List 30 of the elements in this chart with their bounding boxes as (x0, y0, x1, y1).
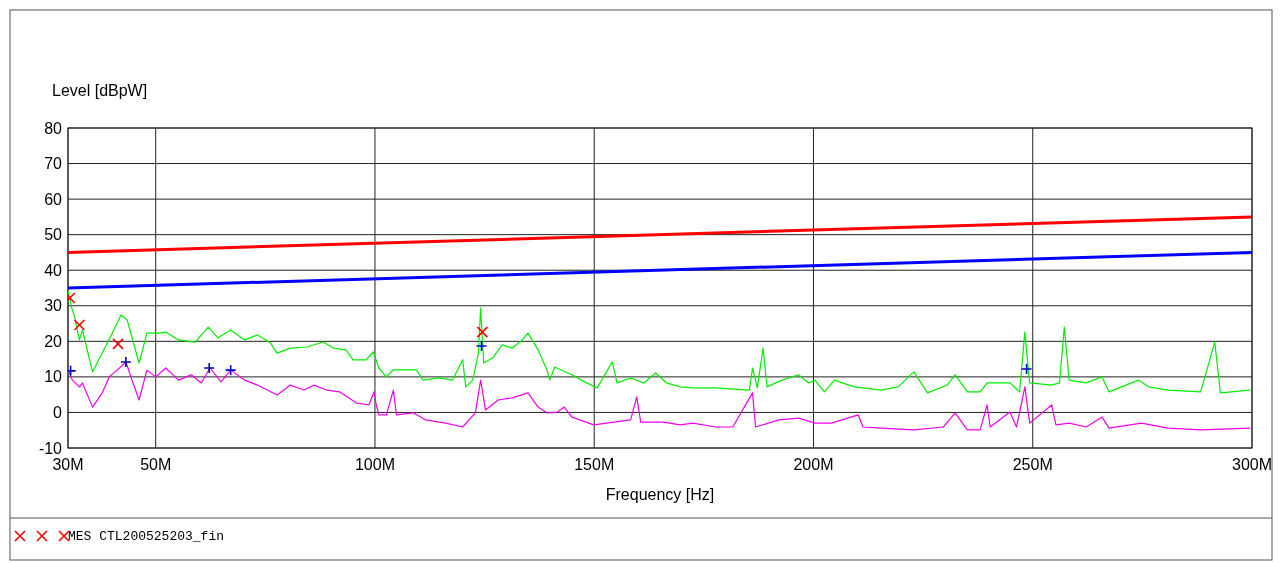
x-tick-label: 30M (52, 456, 84, 473)
y-axis-title: Level [dBpW] (52, 82, 148, 99)
y-tick-label: 10 (44, 368, 63, 386)
y-tick-label: 80 (44, 119, 63, 137)
y-tick-label: 60 (44, 190, 63, 208)
y-tick-label: -10 (38, 439, 63, 457)
x-tick-label: 150M (574, 456, 615, 473)
point (112, 338, 124, 350)
point (1020, 363, 1033, 375)
y-tick-label: 50 (44, 226, 63, 244)
point (120, 356, 132, 368)
y-tick-label: 40 (44, 261, 63, 279)
point (203, 362, 215, 374)
point (476, 326, 489, 338)
y-tick-label: 20 (44, 332, 63, 350)
line-series (68, 361, 1251, 431)
legend-label: MES CTL200525203_fin (68, 529, 225, 544)
x-tick-label: 300M (1231, 456, 1273, 473)
x-tick-label: 250M (1012, 456, 1053, 473)
y-tick-label: 70 (44, 155, 63, 173)
point (224, 364, 237, 376)
y-tick-label: 30 (44, 297, 63, 315)
x-tick-label: 200M (793, 456, 834, 473)
point (475, 340, 488, 352)
line-series (68, 289, 1251, 394)
point (73, 319, 86, 331)
x-axis-title: Frequency [Hz] (605, 486, 715, 503)
x-tick-label: 50M (140, 456, 172, 473)
y-tick-label: 0 (53, 404, 63, 422)
x-tick-label: 100M (354, 456, 395, 473)
